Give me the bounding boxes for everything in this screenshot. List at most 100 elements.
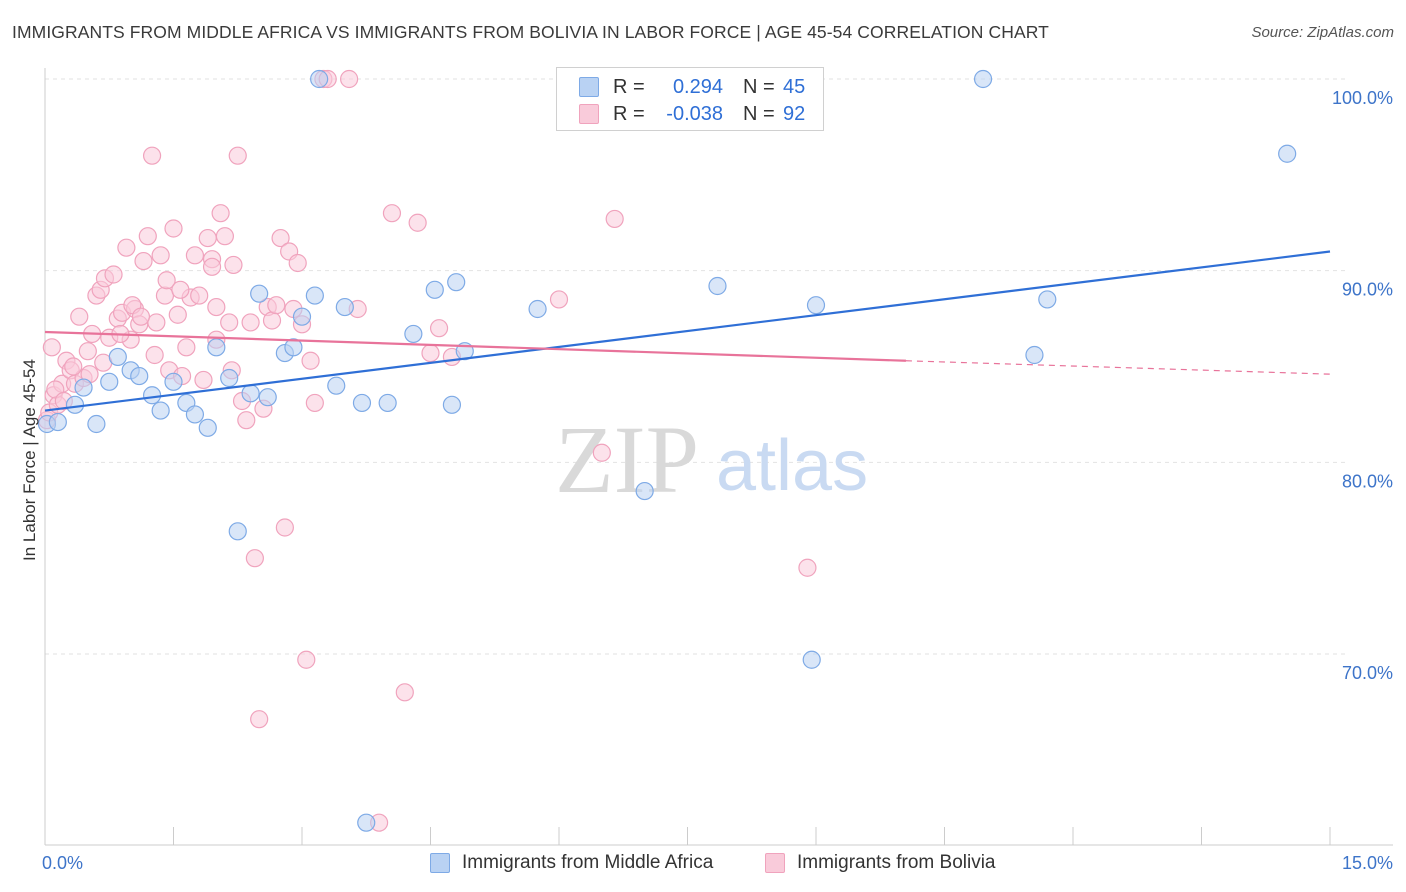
data-point — [549, 290, 569, 309]
data-point — [241, 313, 260, 332]
legend-n-label: N = — [743, 75, 775, 98]
trend-line — [44, 330, 906, 362]
data-point — [708, 276, 727, 296]
data-point — [327, 376, 346, 395]
data-point — [104, 265, 123, 284]
data-point — [310, 69, 329, 89]
data-point — [267, 296, 286, 315]
watermark: ZIP atlas — [555, 406, 868, 513]
legend-r-value: 0.294 — [672, 75, 723, 98]
data-point — [131, 307, 151, 326]
data-point — [395, 683, 414, 702]
data-point — [194, 370, 213, 390]
data-point — [65, 395, 85, 414]
legend-swatch-pink — [765, 853, 785, 873]
legend-swatch-pink — [579, 104, 599, 124]
data-point — [202, 257, 222, 276]
trend-line — [44, 250, 1331, 412]
data-point — [241, 384, 260, 403]
legend-label-bolivia: Immigrants from Bolivia — [797, 852, 996, 873]
x-tick-label-max: 15.0% — [1342, 853, 1393, 873]
data-point — [404, 324, 423, 344]
data-point — [245, 549, 264, 568]
legend-r-label: R = — [613, 102, 645, 125]
data-points — [37, 69, 1297, 832]
data-point — [250, 284, 269, 303]
legend-r-value: -0.038 — [666, 102, 723, 125]
y-axis-label: In Labor Force | Age 45-54 — [20, 359, 39, 561]
data-point — [138, 227, 157, 246]
data-point — [42, 338, 61, 357]
data-point — [130, 366, 149, 386]
y-tick-label: 70.0% — [1342, 663, 1393, 683]
data-point — [258, 388, 277, 407]
data-point — [228, 146, 247, 165]
data-point — [151, 401, 170, 420]
data-point — [592, 443, 611, 462]
legend-row-bolivia: R = -0.038 N = 92 — [579, 101, 805, 127]
data-point — [224, 255, 243, 275]
data-point — [207, 338, 226, 357]
data-point — [305, 393, 324, 413]
data-point — [211, 204, 230, 223]
data-point — [275, 518, 294, 537]
chart-title: IMMIGRANTS FROM MIDDLE AFRICA VS IMMIGRA… — [12, 22, 1049, 42]
data-point — [605, 209, 624, 229]
data-point — [198, 228, 217, 248]
legend-item-middle-africa[interactable]: Immigrants from Middle Africa — [430, 852, 713, 874]
data-point — [48, 412, 67, 432]
data-point — [134, 251, 153, 271]
data-point — [421, 343, 440, 363]
data-point — [802, 650, 821, 669]
data-point — [64, 357, 83, 376]
data-point — [100, 372, 119, 391]
data-point — [171, 280, 190, 299]
data-point — [1038, 290, 1057, 309]
data-point — [70, 307, 89, 326]
data-point — [185, 246, 205, 265]
source-label: Source: ZipAtlas.com — [1251, 24, 1394, 41]
axes — [44, 68, 1393, 846]
data-point — [271, 228, 290, 248]
data-point — [190, 286, 209, 305]
data-point — [164, 219, 183, 238]
data-point — [305, 286, 324, 305]
data-point — [806, 296, 826, 315]
data-point — [357, 813, 376, 832]
y-tick-label: 100.0% — [1332, 88, 1393, 108]
stats-legend: R = 0.294 N = 45 R = -0.038 N = 92 — [556, 67, 824, 131]
data-point — [220, 368, 239, 388]
data-point — [228, 522, 247, 541]
data-point — [108, 347, 127, 367]
data-point — [284, 338, 303, 357]
data-point — [151, 246, 170, 265]
data-point — [177, 338, 196, 357]
legend-r-label: R = — [613, 75, 645, 98]
legend-label-middle-africa: Immigrants from Middle Africa — [462, 852, 714, 873]
data-point — [164, 372, 183, 391]
legend-row-middle-africa: R = 0.294 N = 45 — [579, 74, 805, 100]
data-point — [117, 238, 136, 257]
data-point — [142, 146, 162, 165]
watermark-atlas: atlas — [716, 426, 868, 506]
trend-lines — [44, 250, 1331, 412]
data-point — [78, 342, 97, 361]
data-point — [185, 405, 205, 424]
tick-labels: 70.0% 80.0% 90.0% 100.0% 0.0% 15.0% — [42, 88, 1393, 873]
data-point — [1025, 345, 1044, 365]
data-point — [87, 414, 106, 434]
data-point — [74, 378, 93, 397]
data-point — [378, 393, 397, 413]
data-point — [447, 273, 466, 292]
data-point — [157, 271, 176, 290]
data-point — [250, 710, 269, 729]
data-point — [1278, 144, 1297, 163]
data-point — [147, 313, 166, 332]
legend-item-bolivia[interactable]: Immigrants from Bolivia — [765, 852, 996, 874]
data-point — [425, 280, 444, 299]
x-tick-label-min: 0.0% — [42, 853, 83, 873]
data-point — [220, 313, 239, 332]
data-point — [798, 558, 817, 577]
legend-n-value: 45 — [783, 75, 806, 98]
